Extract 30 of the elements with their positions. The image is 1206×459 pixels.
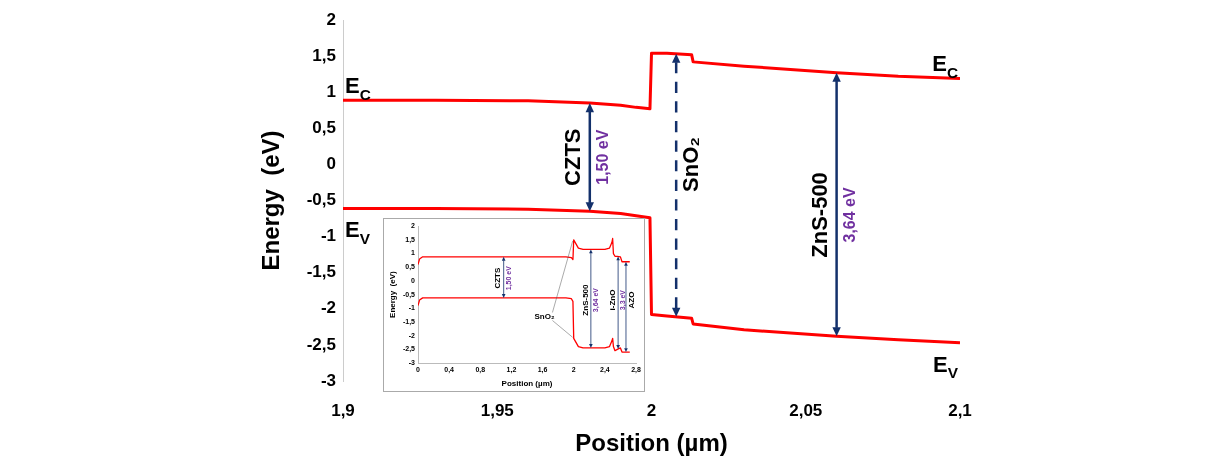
y-tick-label: -2 <box>320 298 336 318</box>
annotation: CZTS <box>560 128 586 186</box>
y-tick-label: -2,5 <box>306 334 336 354</box>
y-tick-label: 2 <box>326 9 336 29</box>
y-axis-title: Energy (eV) <box>388 270 397 318</box>
annotation: 1,50 eV <box>594 129 612 185</box>
annotation: CZTS <box>493 267 503 289</box>
annotation: 3,64 eV <box>841 187 859 243</box>
x-axis-title: Position (µm) <box>501 379 553 389</box>
annotation: SnO₂ <box>677 136 703 192</box>
x-tick-label: 1,9 <box>331 400 355 420</box>
y-axis-title: Energy (eV) <box>257 130 285 271</box>
annotation: i-ZnO <box>607 289 617 311</box>
y-tick-label: 1 <box>326 81 336 101</box>
y-tick-label: -3 <box>320 370 336 390</box>
annotation: AZO <box>626 291 636 309</box>
y-tick-label: 0 <box>326 154 336 174</box>
annotation: ZnS-500 <box>580 283 590 316</box>
y-tick-label: 0,5 <box>312 117 336 137</box>
y-tick-label: 1,5 <box>312 45 336 65</box>
x-axis-title: Position (µm) <box>575 429 728 457</box>
y-tick-label: -1,5 <box>306 262 336 282</box>
x-tick-label: 2,05 <box>789 400 823 420</box>
annotation: SnO₂ <box>534 311 555 321</box>
y-tick-label: -0,5 <box>306 190 336 210</box>
x-tick-label: 2 <box>646 400 657 420</box>
x-tick-label: 1,95 <box>480 400 514 420</box>
x-tick-label: 2,1 <box>948 400 972 420</box>
annotation: ZnS-500 <box>807 172 833 258</box>
y-tick-label: -1 <box>320 226 336 246</box>
